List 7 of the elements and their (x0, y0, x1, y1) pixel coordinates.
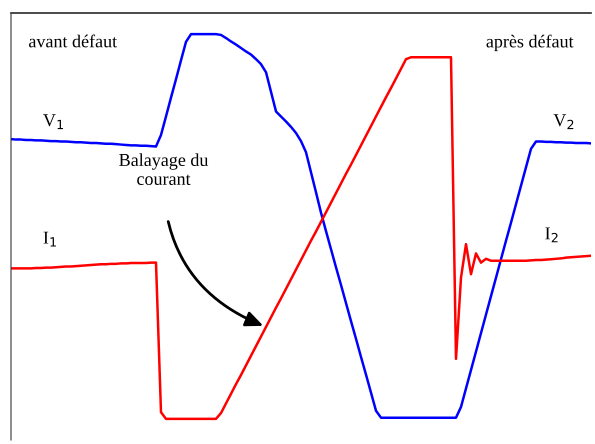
annotation: après défaut (486, 34, 574, 52)
annotation: V$_{2}$ (554, 114, 574, 130)
annotation: I$_{2}$ (545, 227, 558, 242)
annotation: Balayage du courant (119, 153, 208, 185)
annotation: avant défaut (29, 34, 118, 48)
annotation: V$_{1}$ (43, 114, 63, 130)
annotation: I$_{1}$ (44, 232, 56, 247)
